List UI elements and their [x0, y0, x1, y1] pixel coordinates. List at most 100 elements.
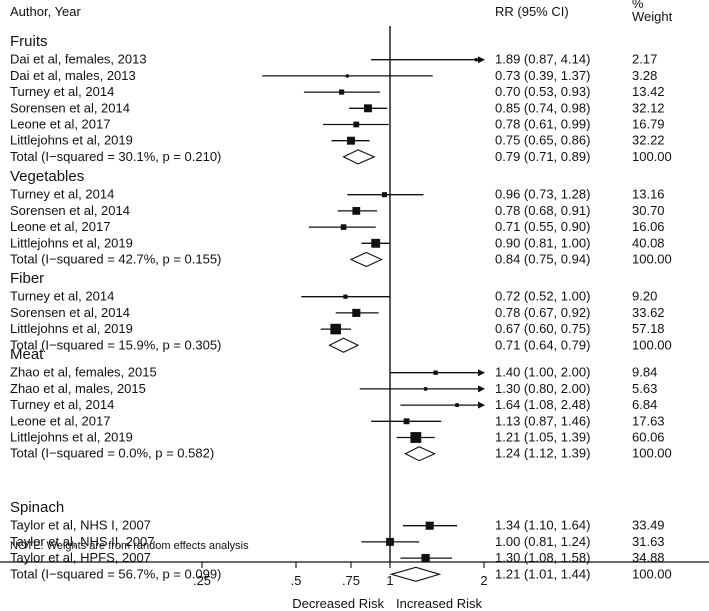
x-tick-label: .25: [193, 573, 211, 588]
study-rr-ci: 0.73 (0.39, 1.37): [495, 68, 590, 83]
study-rr-ci: 1.89 (0.87, 4.14): [495, 52, 590, 67]
study-weight: 9.84: [632, 365, 657, 380]
study-label: Turney et al, 2014: [10, 397, 114, 412]
study-weight: 31.63: [632, 534, 665, 549]
forest-rows: Fruits Dai et al, females, 2013 1.89 (0.87…: [10, 33, 672, 582]
pooled-diamond: [389, 566, 442, 582]
study-rr-ci: 0.71 (0.55, 0.90): [495, 219, 590, 234]
study-label: Zhao et al, females, 2015: [10, 365, 157, 380]
study-label: Leone et al, 2017: [10, 413, 110, 428]
point-estimate-dot: [349, 138, 353, 143]
pooled-diamond: [404, 446, 436, 462]
study-weight: 60.06: [632, 430, 665, 445]
group-heading: Meat: [10, 346, 44, 363]
point-estimate-dot: [427, 523, 432, 528]
weights-note: NOTE: Weights are from random effects an…: [10, 540, 249, 552]
study-weight: 57.18: [632, 321, 665, 336]
study-label: Turney et al, 2014: [10, 187, 114, 202]
study-weight: 3.28: [632, 68, 657, 83]
study-label: Dai et al, females, 2013: [10, 52, 147, 67]
pooled-total-weight: 100.00: [632, 252, 672, 267]
study-weight: 5.63: [632, 381, 657, 396]
study-label: Taylor et al, HPFS, 2007: [10, 550, 151, 565]
point-estimate-dot: [404, 419, 409, 424]
point-estimate-dot: [474, 57, 479, 62]
pooled-diamond: [349, 251, 383, 268]
study-weight: 33.49: [632, 518, 665, 533]
study-weight: 17.63: [632, 413, 665, 428]
pooled-total-rr-ci: 1.24 (1.12, 1.39): [495, 446, 590, 461]
study-rr-ci: 0.96 (0.73, 1.28): [495, 187, 590, 202]
pooled-total-label: Total (I−squared = 30.1%, p = 0.210): [10, 149, 221, 164]
study-label: Leone et al, 2017: [10, 219, 110, 234]
pooled-total-label: Total (I−squared = 42.7%, p = 0.155): [10, 252, 221, 267]
point-estimate-dot: [455, 403, 459, 407]
point-estimate-dot: [354, 209, 359, 213]
pooled-diamond: [342, 149, 376, 165]
study-rr-ci: 0.70 (0.53, 0.93): [495, 84, 590, 99]
study-weight: 6.84: [632, 397, 657, 412]
study-rr-ci: 1.00 (0.81, 1.24): [495, 534, 590, 549]
point-estimate-dot: [373, 241, 378, 246]
pooled-total-rr-ci: 0.71 (0.64, 0.79): [495, 337, 590, 352]
study-rr-ci: 0.72 (0.52, 1.00): [495, 289, 590, 304]
study-label: Littlejohns et al, 2019: [10, 133, 133, 148]
study-label: Sorensen et al, 2014: [10, 305, 130, 320]
study-rr-ci: 1.40 (1.00, 2.00): [495, 365, 590, 380]
point-estimate-dot: [423, 556, 428, 560]
pooled-total-rr-ci: 0.79 (0.71, 0.89): [495, 149, 590, 164]
point-estimate-dot: [345, 74, 350, 78]
group-heading: Spinach: [10, 499, 64, 516]
header-study: Author, Year: [10, 4, 82, 19]
study-weight: 33.62: [632, 305, 665, 320]
study-rr-ci: 0.75 (0.65, 0.86): [495, 133, 590, 148]
point-estimate-dot: [354, 311, 359, 315]
study-label: Taylor et al, NHS II, 2007: [10, 534, 155, 549]
point-estimate-dot: [341, 225, 346, 229]
x-axis: .25 .5 .75 1 2 Decreased Risk Increased Risk: [0, 26, 709, 611]
ci-arrow-marker: [478, 369, 485, 377]
study-weight: 13.42: [632, 84, 665, 99]
header-weight-pct: %: [632, 0, 644, 11]
point-estimate-dot: [333, 327, 338, 331]
group-heading: Fiber: [10, 270, 44, 287]
point-estimate-dot: [423, 387, 428, 391]
point-estimate-dot: [433, 370, 438, 375]
study-rr-ci: 1.34 (1.10, 1.64): [495, 518, 590, 533]
x-tick-label: 2: [480, 573, 487, 588]
study-rr-ci: 1.64 (1.08, 2.48): [495, 397, 590, 412]
study-weight: 30.70: [632, 203, 665, 218]
point-estimate-dot: [366, 106, 370, 111]
header-rr: RR (95% CI): [495, 4, 569, 19]
group-heading: Fruits: [10, 33, 48, 50]
pooled-total-rr-ci: 0.84 (0.75, 0.94): [495, 252, 590, 267]
study-label: Littlejohns et al, 2019: [10, 321, 133, 336]
pooled-total-label: Total (I−squared = 15.9%, p = 0.305): [10, 337, 221, 352]
study-weight: 13.16: [632, 187, 665, 202]
study-label: Zhao et al, males, 2015: [10, 381, 146, 396]
study-weight: 9.20: [632, 289, 657, 304]
point-estimate-dot: [343, 294, 348, 299]
study-rr-ci: 1.13 (0.87, 1.46): [495, 413, 590, 428]
ci-arrow-marker: [478, 401, 485, 409]
study-rr-ci: 0.78 (0.67, 0.92): [495, 305, 590, 320]
study-weight: 16.06: [632, 219, 665, 234]
study-rr-ci: 1.21 (1.05, 1.39): [495, 430, 590, 445]
ci-arrow-marker: [478, 56, 485, 64]
point-estimate-dot: [382, 192, 387, 197]
study-rr-ci: 0.90 (0.81, 1.00): [495, 235, 590, 250]
study-rr-ci: 0.67 (0.60, 0.75): [495, 321, 590, 336]
point-estimate-dot: [339, 90, 344, 94]
pooled-total-weight: 100.00: [632, 337, 672, 352]
study-label: Littlejohns et al, 2019: [10, 235, 133, 250]
study-label: Sorensen et al, 2014: [10, 100, 130, 115]
group-heading: Vegetables: [10, 168, 84, 185]
pooled-total-weight: 100.00: [632, 566, 672, 581]
pooled-total-weight: 100.00: [632, 446, 672, 461]
study-label: Leone et al, 2017: [10, 117, 110, 132]
pooled-total-rr-ci: 1.21 (1.01, 1.44): [495, 566, 590, 581]
study-weight: 32.12: [632, 100, 665, 115]
study-weight: 32.22: [632, 133, 665, 148]
study-label: Sorensen et al, 2014: [10, 203, 130, 218]
